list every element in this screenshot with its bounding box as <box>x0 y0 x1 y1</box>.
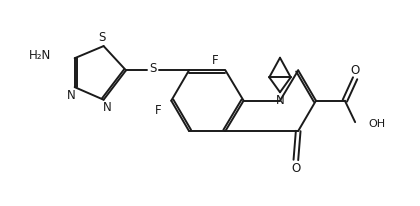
Text: O: O <box>291 162 300 175</box>
Text: H₂N: H₂N <box>29 49 51 62</box>
Text: OH: OH <box>368 119 385 129</box>
Text: F: F <box>212 54 218 67</box>
Text: F: F <box>155 104 162 117</box>
Text: N: N <box>67 89 76 102</box>
Text: N: N <box>276 94 284 107</box>
Text: O: O <box>351 64 360 77</box>
Text: N: N <box>102 101 111 114</box>
Text: S: S <box>99 31 106 44</box>
Text: S: S <box>150 62 157 75</box>
